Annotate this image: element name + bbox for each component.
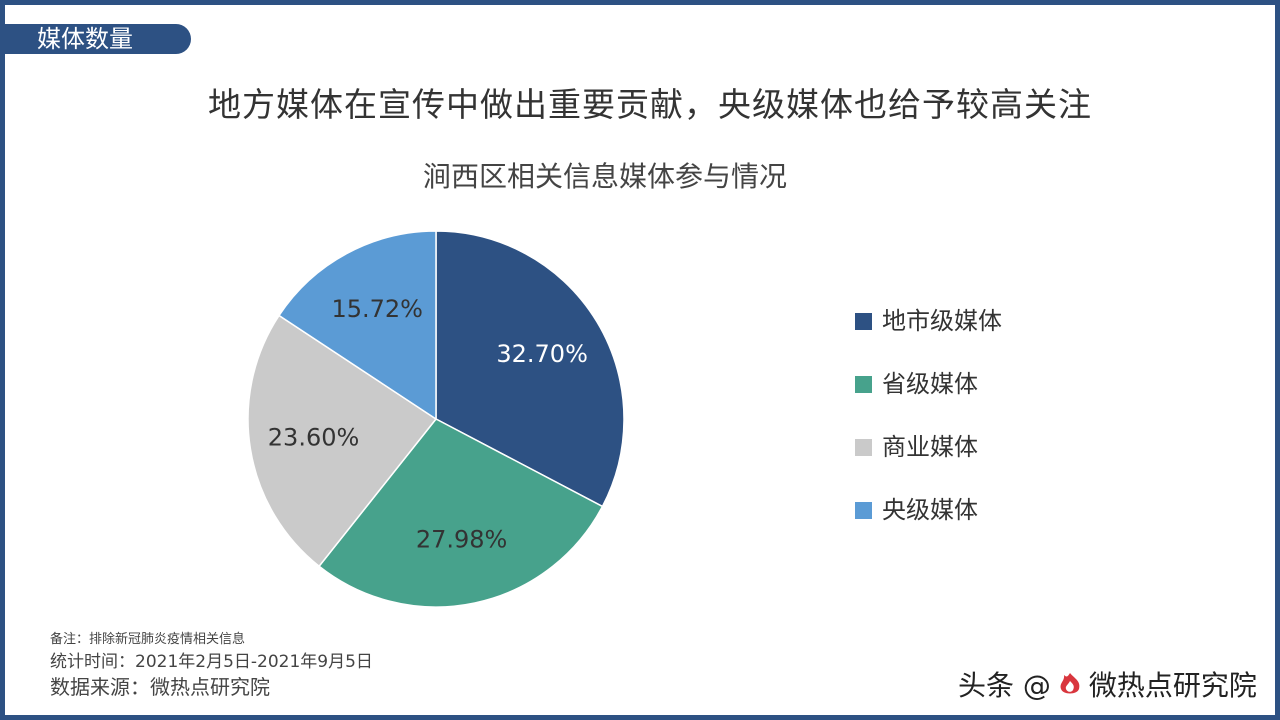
- chart-title: 涧西区相关信息媒体参与情况: [422, 160, 787, 193]
- pie-data-label-0: 32.70%: [496, 340, 588, 368]
- watermark: 头条 @ 微热点研究院: [958, 664, 1257, 704]
- footnotes: 备注：排除新冠肺炎疫情相关信息 统计时间：2021年2月5日-2021年9月5日…: [50, 630, 373, 700]
- pie-data-label-3: 15.72%: [331, 295, 423, 323]
- legend-item-2: 商业媒体: [855, 429, 1002, 492]
- pie-slice-2: [247, 314, 438, 568]
- watermark-prefix: 头条 @: [958, 669, 1051, 702]
- legend-item-1: 省级媒体: [855, 366, 1002, 429]
- watermark-name: 微热点研究院: [1088, 669, 1257, 702]
- pie-data-label-2: 23.60%: [268, 424, 360, 452]
- legend-swatch: [855, 376, 872, 393]
- legend-item-0: 地市级媒体: [855, 303, 1002, 366]
- chart-legend: 地市级媒体 省级媒体 商业媒体 央级媒体: [855, 303, 1002, 555]
- legend-label: 地市级媒体: [882, 307, 1002, 335]
- pie-slice-0: [435, 230, 625, 508]
- pie-data-label-1: 27.98%: [416, 525, 508, 553]
- remark-note: 备注：排除新冠肺炎疫情相关信息: [50, 632, 246, 647]
- pie-slice-1: [318, 418, 604, 608]
- flame-logo-icon: [1060, 673, 1080, 694]
- pie-slice-3: [278, 230, 437, 421]
- legend-label: 省级媒体: [882, 370, 978, 398]
- section-tag: 媒体数量: [5, 24, 191, 54]
- legend-swatch: [855, 502, 872, 519]
- period-note: 统计时间：2021年2月5日-2021年9月5日: [50, 652, 373, 672]
- legend-label: 商业媒体: [882, 433, 978, 461]
- source-note: 数据来源：微热点研究院: [50, 675, 270, 699]
- legend-swatch: [855, 439, 872, 456]
- headline: 地方媒体在宣传中做出重要贡献，央级媒体也给予较高关注: [208, 85, 1092, 124]
- legend-swatch: [855, 313, 872, 330]
- legend-item-3: 央级媒体: [855, 492, 1002, 555]
- legend-label: 央级媒体: [882, 496, 978, 524]
